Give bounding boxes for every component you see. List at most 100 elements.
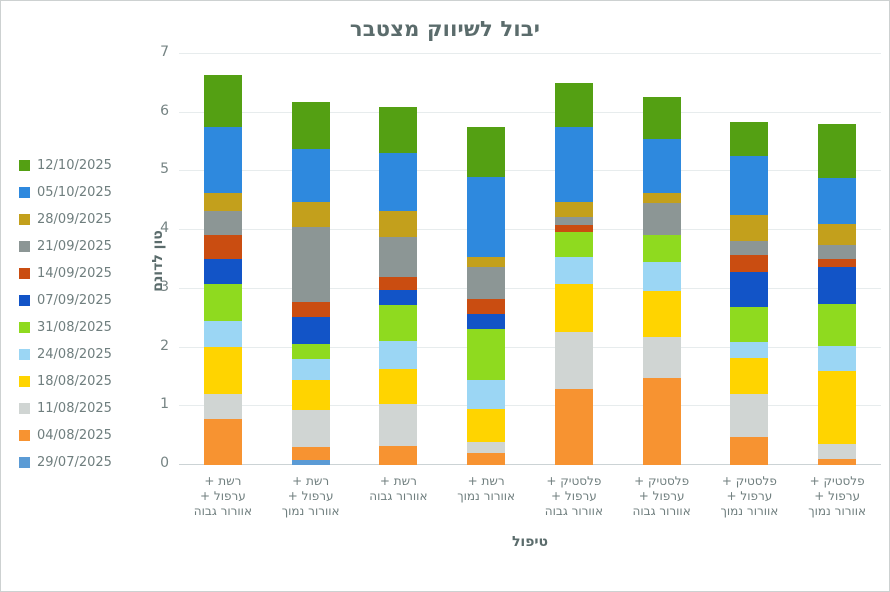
bar-segment <box>291 201 330 228</box>
bar-segment <box>642 203 681 236</box>
y-tick-label: 6 <box>160 102 169 119</box>
legend-swatch-icon <box>19 456 30 468</box>
legend-swatch-icon <box>19 402 30 414</box>
gridline <box>179 53 881 54</box>
legend-item: 11/08/2025 <box>19 400 112 416</box>
bar-segment <box>203 347 242 394</box>
bar-segment <box>730 272 769 308</box>
bar-segment <box>642 378 681 465</box>
bar-segment <box>379 403 418 446</box>
x-category-label: רשת + אוורור גבוה <box>369 474 428 503</box>
legend-item: 28/09/2025 <box>19 211 112 227</box>
bar-segment <box>554 283 593 333</box>
bar-segment <box>379 107 418 153</box>
bar-segment <box>730 155 769 216</box>
bar-segment <box>379 290 418 306</box>
gridline <box>179 229 881 231</box>
plot-area <box>179 53 881 465</box>
legend-swatch-icon <box>19 321 30 333</box>
legend-item: 14/09/2025 <box>19 265 112 281</box>
legend-swatch-icon <box>19 159 30 171</box>
legend-item: 12/10/2025 <box>19 157 112 173</box>
bar-segment <box>642 261 681 292</box>
bar-segment <box>203 258 242 284</box>
bar-segment <box>818 223 857 246</box>
legend-label: 28/09/2025 <box>37 211 112 227</box>
x-category-label: פלסטיק + ערפול + אוורור נמוך <box>808 474 867 518</box>
x-category-label: רשת + ערפול + אוורור גבוה <box>193 474 252 518</box>
bar-segment <box>467 314 506 329</box>
bar-segment <box>467 177 506 258</box>
bar-segment <box>554 257 593 284</box>
bar-segment <box>291 380 330 411</box>
bar-segment <box>467 257 506 268</box>
bar-segment <box>291 227 330 303</box>
bar-segment <box>291 302 330 318</box>
legend-item: 21/09/2025 <box>19 238 112 254</box>
legend-label: 12/10/2025 <box>37 157 112 173</box>
x-category-label: רשת + אוורור נמוך <box>457 474 516 503</box>
bar-segment <box>642 235 681 262</box>
bar-segment <box>642 138 681 193</box>
legend-item: 31/08/2025 <box>19 319 112 335</box>
bar-segment <box>203 235 242 259</box>
gridline <box>179 170 881 172</box>
bar-segment <box>467 453 506 465</box>
legend-swatch-icon <box>19 429 30 441</box>
legend-item: 04/08/2025 <box>19 427 112 443</box>
bar-segment <box>379 236 418 277</box>
y-tick-label: 3 <box>160 278 169 295</box>
bar-segment <box>554 83 593 127</box>
bar-segment <box>379 340 418 369</box>
bar-segment <box>730 215 769 241</box>
legend-label: 18/08/2025 <box>37 373 112 389</box>
legend-item: 18/08/2025 <box>19 373 112 389</box>
legend-label: 07/09/2025 <box>37 292 112 308</box>
bar-segment <box>467 298 506 315</box>
legend-swatch-icon <box>19 348 30 360</box>
bar-segment <box>379 276 418 291</box>
bar-segment <box>642 192 681 204</box>
legend-label: 24/08/2025 <box>37 346 112 362</box>
x-category-label: פלסטיק + ערפול + אוורור נמוך <box>720 474 779 518</box>
y-tick-label: 5 <box>160 161 169 178</box>
bar-segment <box>818 304 857 346</box>
y-tick-label: 7 <box>160 44 169 60</box>
legend-swatch-icon <box>19 213 30 225</box>
x-category-label: רשת + ערפול + אוורור נמוך <box>281 474 340 518</box>
bar-segment <box>379 305 418 341</box>
bar-segment <box>467 328 506 381</box>
bar-segment <box>818 459 857 465</box>
bar-segment <box>818 371 857 445</box>
bar-segment <box>203 75 242 128</box>
y-tick-label: 4 <box>160 220 169 237</box>
bar-segment <box>467 409 506 442</box>
x-axis-labels: רשת + ערפול + אוורור גבוה רשת + ערפול + אוורו… <box>179 474 881 519</box>
legend: 12/10/2025 05/10/2025 28/09/2025 21/09/2025… <box>19 157 112 481</box>
bar-segment <box>818 267 857 305</box>
bar-segment <box>554 388 593 465</box>
bar-segment <box>291 344 330 359</box>
bar-segment <box>203 210 242 236</box>
bar-segment <box>291 460 330 465</box>
bar-segment <box>203 192 242 211</box>
bar-segment <box>554 225 593 232</box>
bar-segment <box>379 211 418 237</box>
y-tick-label: 0 <box>160 455 169 471</box>
bar-segment <box>818 444 857 460</box>
bar-segment <box>203 320 242 347</box>
legend-swatch-icon <box>19 186 30 198</box>
bar-segment <box>818 123 857 179</box>
legend-label: 04/08/2025 <box>37 427 112 443</box>
legend-swatch-icon <box>19 375 30 387</box>
bar-segment <box>818 178 857 224</box>
bar-segment <box>467 126 506 178</box>
bar-segment <box>818 245 857 259</box>
bar-segment <box>554 332 593 389</box>
bar-segment <box>291 447 330 461</box>
bar-segment <box>730 342 769 358</box>
x-axis-title: טיפול <box>511 534 549 550</box>
gridline <box>179 111 881 113</box>
bar-segment <box>379 368 418 404</box>
bar-segment <box>203 419 242 465</box>
